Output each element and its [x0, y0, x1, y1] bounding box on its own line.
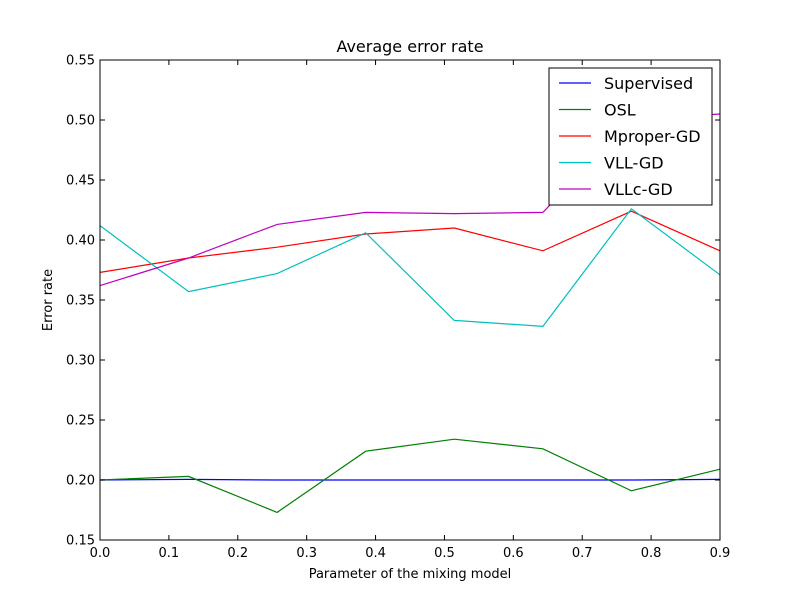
x-tick-label: 0.6 [503, 546, 524, 561]
series-line-osl [99, 438, 721, 514]
x-tick-label: 0.8 [641, 546, 662, 561]
x-tick-label: 0.9 [710, 546, 731, 561]
x-tick-label: 0.7 [572, 546, 593, 561]
y-tick-label: 0.50 [66, 114, 95, 129]
x-tick-label: 0.0 [90, 546, 111, 561]
chart-title: Average error rate [336, 37, 483, 56]
y-tick-label: 0.45 [66, 174, 95, 189]
x-axis-title: Parameter of the mixing model [309, 567, 512, 582]
legend-label-mproper-gd: Mproper-GD [604, 127, 701, 146]
y-tick-label: 0.35 [66, 294, 95, 309]
legend-label-vll-gd: VLL-GD [604, 154, 664, 173]
y-tick-label: 0.40 [66, 234, 95, 249]
series-line-mproper-gd [99, 210, 721, 273]
legend-label-osl: OSL [604, 101, 636, 120]
y-tick-label: 0.15 [66, 534, 95, 549]
tick-layer: 0.0 0.1 0.2 0.3 0.4 0.5 0.6 0.7 0.8 0.9 0.15 0.20 0.… [66, 54, 730, 562]
x-tick-label: 0.3 [296, 546, 317, 561]
series-line-supervised [99, 478, 721, 481]
y-tick-label: 0.55 [66, 54, 95, 69]
y-tick-label: 0.25 [66, 414, 95, 429]
x-tick-label: 0.2 [227, 546, 248, 561]
y-tick-label: 0.30 [66, 354, 95, 369]
series-line-vll-gd [99, 207, 721, 328]
x-tick-label: 0.4 [365, 546, 386, 561]
legend: Supervised OSL Mproper-GD VLL-GD VLLc-GD [548, 67, 713, 206]
legend-label-supervised: Supervised [604, 74, 693, 93]
plot-frame [99, 59, 721, 541]
y-axis-title: Error rate [41, 269, 56, 331]
y-tick-label: 0.20 [66, 474, 95, 489]
x-tick-label: 0.1 [159, 546, 180, 561]
x-tick-label: 0.5 [434, 546, 455, 561]
legend-label-vllc-gd: VLLc-GD [604, 180, 673, 199]
